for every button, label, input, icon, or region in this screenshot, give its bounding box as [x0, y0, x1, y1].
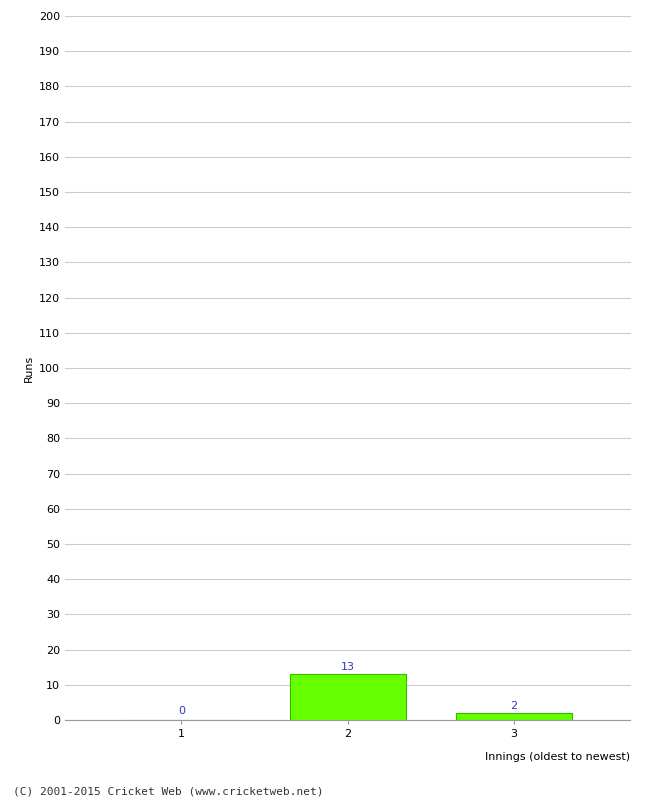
Text: 13: 13: [341, 662, 355, 673]
Bar: [289, 674, 406, 720]
Bar: [456, 713, 572, 720]
Text: (C) 2001-2015 Cricket Web (www.cricketweb.net): (C) 2001-2015 Cricket Web (www.cricketwe…: [13, 786, 324, 796]
Text: Innings (oldest to newest): Innings (oldest to newest): [486, 752, 630, 762]
Text: 2: 2: [510, 701, 517, 711]
Y-axis label: Runs: Runs: [23, 354, 33, 382]
Text: 0: 0: [178, 706, 185, 717]
